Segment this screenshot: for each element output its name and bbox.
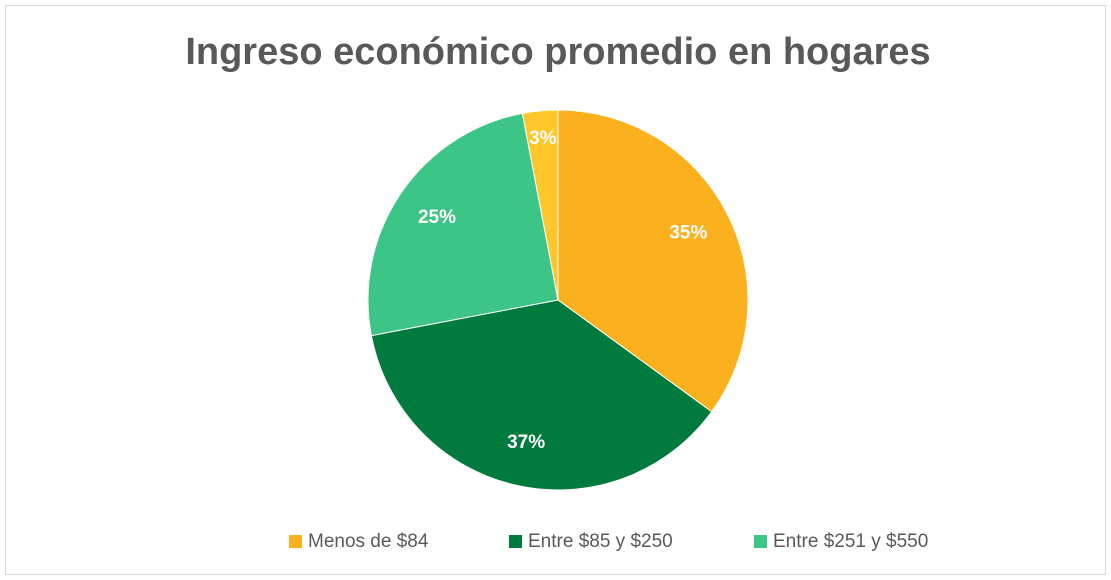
- pie-slice: [521, 109, 559, 301]
- legend-swatch: [509, 535, 522, 548]
- pie-slice: [557, 109, 749, 413]
- pie-slice: [370, 299, 713, 491]
- legend-label: Entre $85 y $250: [528, 531, 673, 552]
- legend: Menos de $84 Entre $85 y $250 Entre $251 y…: [289, 531, 928, 552]
- data-label: 25%: [418, 207, 456, 228]
- data-labels: 35% 37% 25% 3%: [418, 128, 707, 453]
- chart-title: Ingreso económico promedio en hogares: [185, 31, 930, 73]
- data-label: 37%: [507, 432, 545, 453]
- legend-swatch: [754, 535, 767, 548]
- legend-label: Menos de $84: [308, 531, 429, 552]
- pie-slice: [367, 112, 559, 337]
- pie: [367, 109, 749, 491]
- data-label: 3%: [529, 128, 557, 149]
- data-label: 35%: [669, 223, 707, 244]
- legend-swatch: [289, 535, 302, 548]
- legend-label: Entre $251 y $550: [773, 531, 928, 552]
